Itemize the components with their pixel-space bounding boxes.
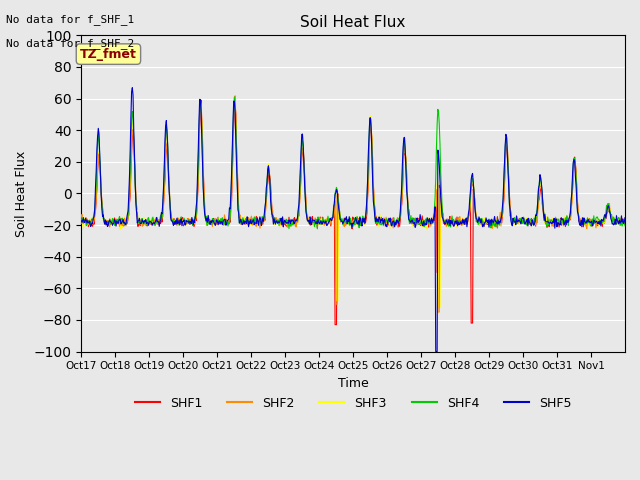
X-axis label: Time: Time — [338, 377, 369, 390]
Text: No data for f_SHF_1: No data for f_SHF_1 — [6, 14, 134, 25]
Text: No data for f_SHF_2: No data for f_SHF_2 — [6, 38, 134, 49]
Text: TZ_fmet: TZ_fmet — [80, 48, 137, 60]
Title: Soil Heat Flux: Soil Heat Flux — [300, 15, 406, 30]
Y-axis label: Soil Heat Flux: Soil Heat Flux — [15, 150, 28, 237]
Legend: SHF1, SHF2, SHF3, SHF4, SHF5: SHF1, SHF2, SHF3, SHF4, SHF5 — [130, 392, 577, 415]
